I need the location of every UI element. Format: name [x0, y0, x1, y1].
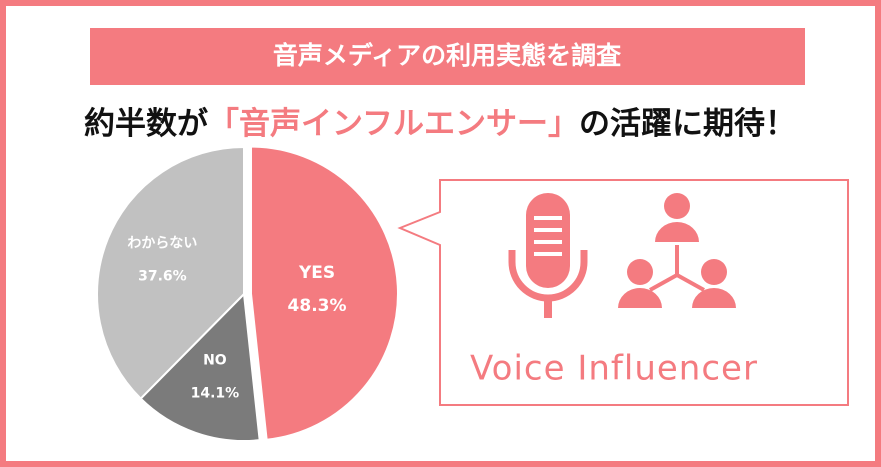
slice-label: わからない	[127, 236, 197, 252]
slice-label: NO	[203, 352, 227, 368]
headline-part: 約半数が	[84, 106, 208, 142]
microphone-icon	[508, 193, 588, 318]
title-banner	[90, 28, 805, 85]
slice-value: 48.3%	[288, 296, 347, 316]
headline-highlight: 「音声インフルエンサー」	[208, 106, 579, 142]
slice-label: YES	[298, 263, 335, 283]
callout-box	[397, 179, 849, 406]
headline: 約半数が「音声インフルエンサー」の活躍に期待！	[84, 106, 796, 142]
network-icon	[618, 193, 736, 308]
callout-text: Voice Influencer	[470, 349, 758, 389]
pie: YES 48.3% NO 14.1% わからない 37.6%	[96, 145, 399, 442]
headline-part: の活躍に期待！	[579, 106, 796, 142]
slice-value: 14.1%	[191, 385, 240, 401]
title: 音声メディアの利用実態を調査	[273, 41, 621, 70]
slice-value: 37.6%	[138, 269, 187, 285]
pie-slice	[139, 291, 261, 442]
pie-slice	[96, 145, 245, 401]
pie-slice	[249, 145, 399, 441]
